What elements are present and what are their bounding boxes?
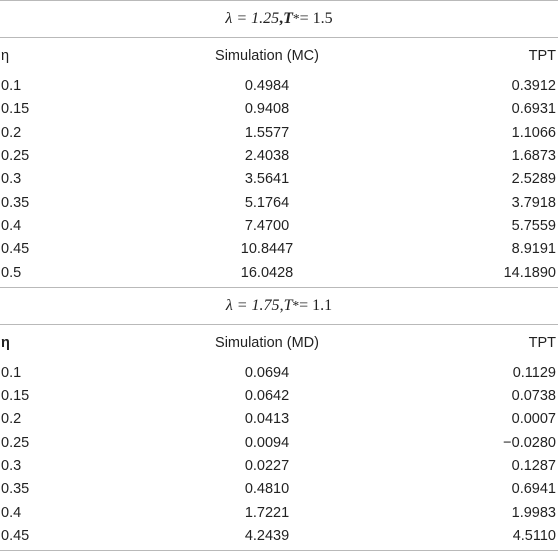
cell-tpt: 1.1066 bbox=[511, 124, 556, 141]
cell-simulation: 0.0694 bbox=[244, 364, 290, 381]
cell-simulation: 10.8447 bbox=[240, 241, 294, 258]
cell-simulation: 0.4984 bbox=[244, 78, 290, 95]
cell-tpt: 14.1890 bbox=[503, 264, 556, 281]
table-row: 0.45 10.8447 8.9191 bbox=[0, 238, 558, 261]
section-2-separator: , bbox=[279, 296, 284, 314]
column-header-simulation: Simulation (MD) bbox=[215, 334, 319, 351]
section-2-column-header-row: η Simulation (MD) TPT bbox=[0, 325, 558, 362]
cell-simulation: 0.4810 bbox=[244, 481, 290, 498]
cell-tpt: 0.6931 bbox=[511, 101, 556, 118]
cell-tpt: 3.7918 bbox=[511, 194, 556, 211]
column-header-eta: η bbox=[1, 48, 10, 64]
cell-eta: 0.2 bbox=[1, 124, 22, 141]
cell-eta: 0.15 bbox=[1, 101, 30, 118]
table-row: 0.15 0.0642 0.0738 bbox=[0, 385, 558, 408]
cell-eta: 0.4 bbox=[1, 217, 22, 234]
table-row: 0.25 2.4038 1.6873 bbox=[0, 145, 558, 168]
cell-eta: 0.3 bbox=[1, 458, 22, 474]
cell-tpt: 0.1287 bbox=[511, 458, 556, 474]
table-row: 0.4 1.7221 1.9983 bbox=[0, 501, 558, 524]
table-row: 0.1 0.0694 0.1129 bbox=[0, 362, 558, 385]
top-rule bbox=[0, 0, 558, 1]
section-2-body: 0.1 0.0694 0.1129 0.15 0.0642 0.0738 0.2 0.0413… bbox=[0, 362, 558, 548]
cell-simulation: 4.2439 bbox=[244, 527, 290, 544]
section-2-heading-rule bbox=[0, 323, 558, 325]
cell-tpt: 0.6941 bbox=[511, 481, 556, 498]
cell-eta: 0.35 bbox=[1, 194, 30, 211]
column-header-tpt: TPT bbox=[528, 48, 556, 64]
cell-eta: 0.3 bbox=[1, 171, 22, 188]
cell-simulation: 0.0413 bbox=[244, 411, 290, 428]
table-row: 0.35 5.1764 3.7918 bbox=[0, 191, 558, 214]
section-1-column-header-row: η Simulation (MC) TPT bbox=[0, 38, 558, 75]
cell-tpt: 0.3912 bbox=[511, 78, 556, 95]
table-row: 0.15 0.9408 0.6931 bbox=[0, 98, 558, 121]
cell-eta: 0.25 bbox=[1, 148, 30, 165]
section-divider-rule bbox=[0, 286, 558, 288]
column-header-simulation: Simulation (MC) bbox=[215, 48, 319, 64]
table-row: 0.4 7.4700 5.7559 bbox=[0, 215, 558, 238]
cell-eta: 0.35 bbox=[1, 481, 30, 498]
column-header-tpt: TPT bbox=[528, 334, 556, 351]
table-row: 0.5 16.0428 14.1890 bbox=[0, 261, 558, 284]
cell-simulation: 1.7221 bbox=[244, 504, 290, 521]
cell-simulation: 0.0094 bbox=[244, 434, 290, 451]
cell-simulation: 0.0642 bbox=[244, 388, 290, 405]
cell-simulation: 0.0227 bbox=[244, 458, 290, 474]
cell-simulation: 16.0428 bbox=[240, 264, 294, 281]
cell-eta: 0.1 bbox=[1, 78, 22, 95]
cell-simulation: 1.5577 bbox=[244, 124, 290, 141]
section-1-body: 0.1 0.4984 0.3912 0.15 0.9408 0.6931 0.2 1.5577… bbox=[0, 75, 558, 285]
cell-tpt: 5.7559 bbox=[511, 217, 556, 234]
cell-eta: 0.15 bbox=[1, 388, 30, 405]
cell-eta: 0.45 bbox=[1, 241, 30, 258]
section-1-lambda: λ = 1.25 bbox=[225, 10, 280, 27]
cell-eta: 0.4 bbox=[1, 504, 22, 521]
section-1-heading: λ = 1.25 , T * = 1.5 bbox=[0, 1, 558, 37]
cell-eta: 0.5 bbox=[1, 264, 22, 281]
cell-tpt: 1.9983 bbox=[511, 504, 556, 521]
cell-simulation: 3.5641 bbox=[244, 171, 290, 188]
section-2-t-symbol: T bbox=[283, 296, 293, 314]
cell-tpt: −0.0280 bbox=[503, 434, 556, 451]
cell-tpt: 0.0738 bbox=[511, 388, 556, 405]
cell-eta: 0.45 bbox=[1, 527, 30, 544]
table-row: 0.3 0.0227 0.1287 bbox=[0, 455, 558, 478]
section-1-heading-rule bbox=[0, 37, 558, 38]
cell-eta: 0.1 bbox=[1, 364, 22, 381]
section-1-t-sup: * bbox=[292, 11, 300, 26]
cell-eta: 0.2 bbox=[1, 411, 22, 428]
cell-simulation: 0.9408 bbox=[244, 101, 290, 118]
table-row: 0.35 0.4810 0.6941 bbox=[0, 478, 558, 501]
section-2-lambda: λ = 1.75 bbox=[225, 296, 280, 314]
section-1-separator: , bbox=[279, 10, 284, 27]
cell-simulation: 7.4700 bbox=[244, 217, 290, 234]
cell-simulation: 2.4038 bbox=[244, 148, 290, 165]
table-row: 0.2 0.0413 0.0007 bbox=[0, 408, 558, 431]
cell-tpt: 2.5289 bbox=[511, 171, 556, 188]
section-2-heading: λ = 1.75 , T * = 1.1 bbox=[0, 287, 558, 324]
cell-tpt: 4.5110 bbox=[512, 527, 556, 544]
section-2-t-value: = 1.1 bbox=[299, 296, 333, 314]
table-row: 0.45 4.2439 4.5110 bbox=[0, 525, 558, 548]
table-row: 0.1 0.4984 0.3912 bbox=[0, 75, 558, 98]
column-header-eta: η bbox=[1, 334, 10, 351]
section-2-t-sup: * bbox=[292, 297, 300, 313]
cell-tpt: 0.1129 bbox=[512, 364, 556, 381]
section-1-t-value: = 1.5 bbox=[299, 10, 333, 27]
cell-tpt: 0.0007 bbox=[511, 411, 556, 428]
cell-tpt: 1.6873 bbox=[511, 148, 556, 165]
cell-simulation: 5.1764 bbox=[244, 194, 290, 211]
cell-tpt: 8.9191 bbox=[511, 241, 556, 258]
cell-eta: 0.25 bbox=[1, 434, 30, 451]
section-1-t-symbol: T bbox=[283, 10, 293, 27]
table-row: 0.25 0.0094 −0.0280 bbox=[0, 432, 558, 455]
table-row: 0.2 1.5577 1.1066 bbox=[0, 122, 558, 145]
table-row: 0.3 3.5641 2.5289 bbox=[0, 168, 558, 191]
